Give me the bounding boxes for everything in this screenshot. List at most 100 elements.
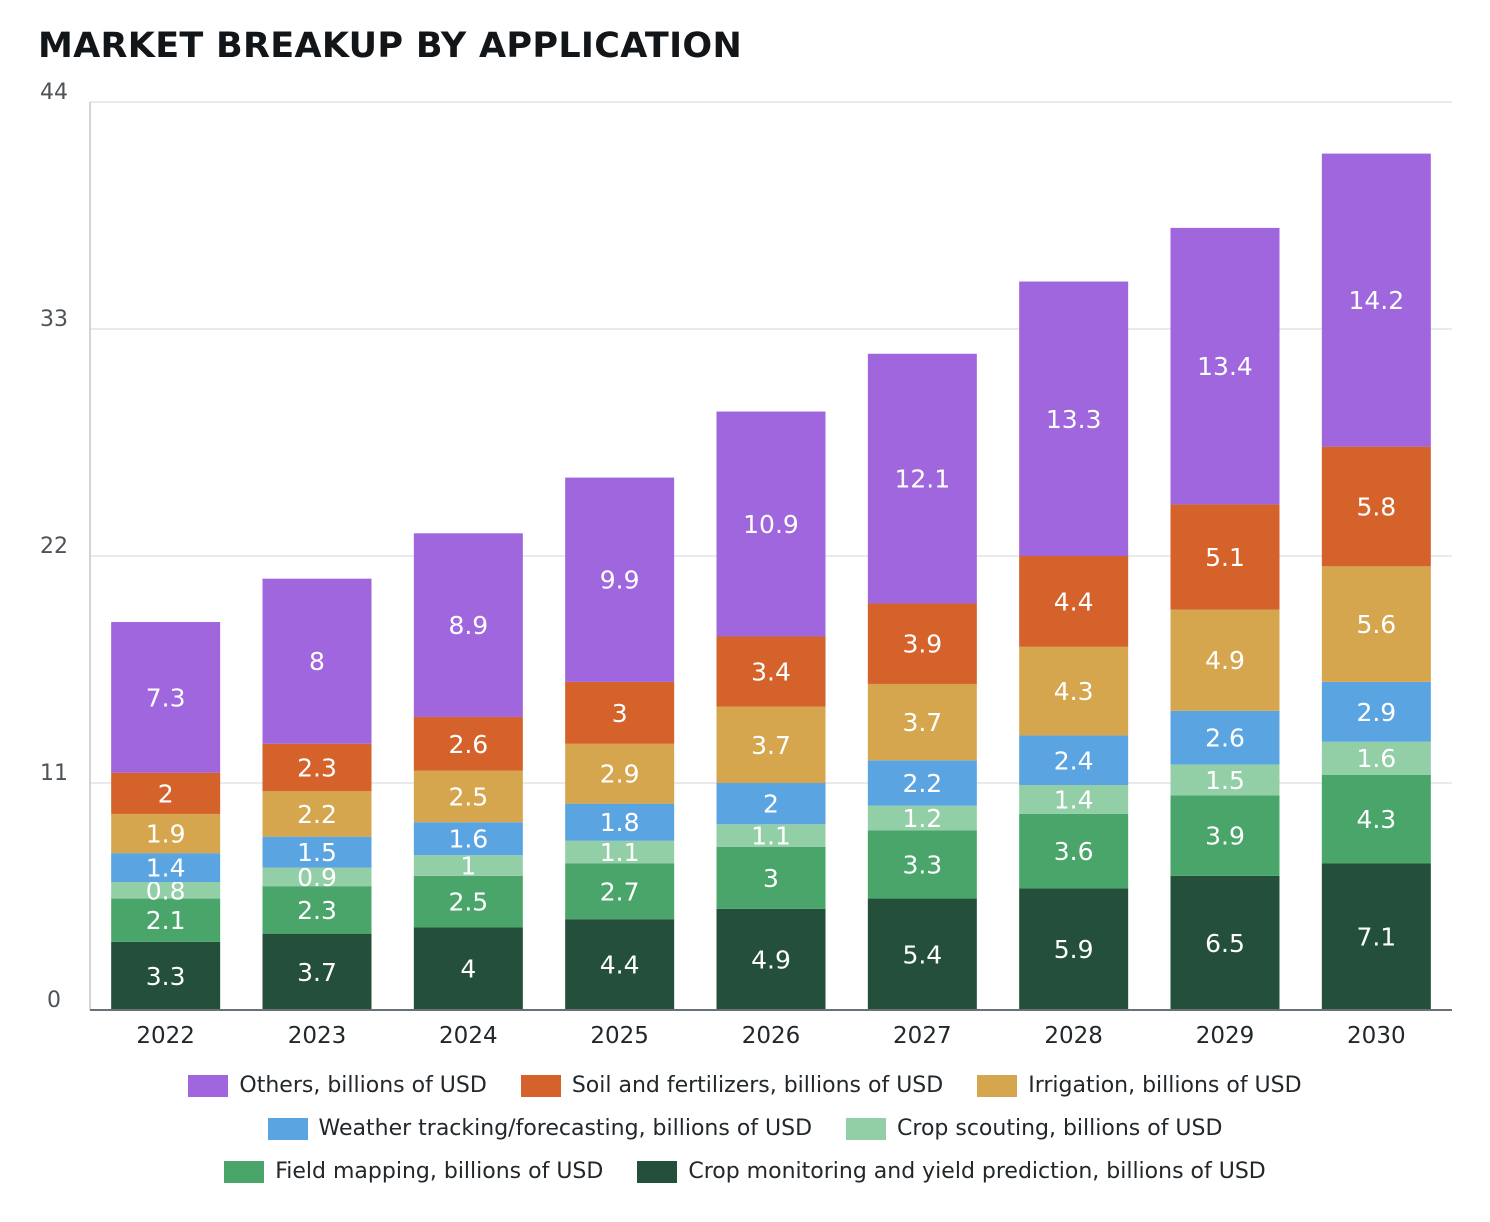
data-label: 3.6 bbox=[1054, 837, 1094, 866]
legend-item: Crop scouting, billions of USD bbox=[846, 1116, 1222, 1141]
data-label: 2.9 bbox=[1356, 698, 1396, 727]
bar-segment bbox=[565, 840, 675, 864]
data-label: 4.3 bbox=[1356, 805, 1396, 834]
legend-label: Soil and fertilizers, billions of USD bbox=[571, 1073, 944, 1098]
data-label: 3.3 bbox=[146, 962, 186, 991]
bar-segment bbox=[716, 783, 826, 825]
legend-swatch bbox=[637, 1160, 678, 1183]
data-label: 1.2 bbox=[902, 804, 942, 833]
data-label: 12.1 bbox=[894, 465, 950, 494]
data-label: 2.1 bbox=[146, 906, 186, 935]
data-label: 2.7 bbox=[600, 877, 640, 906]
bar-segment bbox=[1019, 888, 1129, 1010]
bar-segment bbox=[716, 706, 826, 783]
legend-swatch bbox=[520, 1074, 561, 1097]
data-label: 4.4 bbox=[600, 951, 640, 980]
y-tick-label: 33 bbox=[40, 307, 68, 332]
data-label: 1.5 bbox=[297, 838, 337, 867]
data-label: 3.3 bbox=[902, 851, 942, 880]
data-label: 2.3 bbox=[297, 754, 337, 783]
bar-segment bbox=[413, 875, 523, 928]
data-label: 5.1 bbox=[1205, 543, 1245, 572]
data-label: 2.2 bbox=[902, 769, 942, 798]
data-label: 4 bbox=[460, 955, 476, 984]
bar-segment bbox=[867, 830, 977, 899]
legend-swatch bbox=[267, 1117, 308, 1140]
legend-item: Irrigation, billions of USD bbox=[977, 1073, 1302, 1098]
bar-segment bbox=[1321, 741, 1431, 775]
bar-segment bbox=[565, 803, 675, 841]
x-tick-label: 2022 bbox=[136, 1023, 195, 1049]
bar-segment bbox=[867, 805, 977, 831]
legend-item: Weather tracking/forecasting, billions o… bbox=[267, 1116, 813, 1141]
data-label: 13.4 bbox=[1197, 352, 1253, 381]
bar-segment bbox=[1019, 646, 1129, 736]
data-label: 2.6 bbox=[448, 730, 488, 759]
bar-segment bbox=[111, 853, 221, 883]
data-label: 3.9 bbox=[1205, 822, 1245, 851]
data-label: 2.3 bbox=[297, 896, 337, 925]
bar-segment bbox=[413, 533, 523, 717]
bar-segment bbox=[1019, 556, 1129, 647]
data-label: 6.5 bbox=[1205, 929, 1245, 958]
bar-segment bbox=[262, 791, 372, 837]
x-tick-label: 2030 bbox=[1347, 1023, 1406, 1049]
bar-segment bbox=[413, 855, 523, 876]
data-label: 4.4 bbox=[1054, 587, 1094, 616]
bar-segment bbox=[262, 743, 372, 792]
x-tick-label: 2025 bbox=[590, 1023, 649, 1049]
bar-segment bbox=[867, 683, 977, 761]
bar-segment bbox=[1321, 863, 1431, 1010]
data-label: 1.1 bbox=[751, 822, 791, 851]
legend-label: Weather tracking/forecasting, billions o… bbox=[318, 1116, 813, 1141]
data-label: 3.9 bbox=[902, 630, 942, 659]
bar-segment bbox=[716, 908, 826, 1010]
legend-row: Weather tracking/forecasting, billions o… bbox=[0, 1116, 1490, 1141]
x-tick-label: 2027 bbox=[893, 1023, 952, 1049]
bar-segment bbox=[1170, 609, 1280, 711]
x-tick-label: 2023 bbox=[288, 1023, 347, 1049]
y-tick-label: 22 bbox=[40, 534, 68, 559]
bar-segment bbox=[262, 886, 372, 934]
bar-segment bbox=[1170, 227, 1280, 505]
bar-segment bbox=[1019, 735, 1129, 786]
bar-segment bbox=[565, 743, 675, 804]
data-label: 1.1 bbox=[600, 838, 640, 867]
data-label: 4.9 bbox=[1205, 646, 1245, 675]
data-label: 2.2 bbox=[297, 800, 337, 829]
bar-segment bbox=[1019, 813, 1129, 889]
bar-segment bbox=[1321, 153, 1431, 447]
data-label: 5.6 bbox=[1356, 610, 1396, 639]
data-label: 1.4 bbox=[146, 854, 186, 883]
data-label: 2.5 bbox=[448, 888, 488, 917]
bar-segment bbox=[1019, 281, 1129, 556]
bar-segment bbox=[413, 770, 523, 823]
data-label: 3.7 bbox=[297, 958, 337, 987]
data-label: 3 bbox=[763, 864, 779, 893]
chart-title: MARKET BREAKUP BY APPLICATION bbox=[38, 26, 743, 66]
bar-segment bbox=[111, 941, 221, 1010]
y-tick-label: 44 bbox=[40, 80, 68, 105]
data-label: 10.9 bbox=[743, 510, 799, 539]
legend-row: Others, billions of USD Soil and fertiliz… bbox=[0, 1073, 1490, 1098]
bar-segment bbox=[1321, 446, 1431, 567]
data-label: 0.9 bbox=[297, 863, 337, 892]
legend-label: Crop scouting, billions of USD bbox=[897, 1116, 1223, 1141]
legend-swatch bbox=[846, 1117, 887, 1140]
bar-segment bbox=[565, 477, 675, 682]
data-label: 2 bbox=[763, 790, 779, 819]
data-label: 4.3 bbox=[1054, 677, 1094, 706]
bar-segment bbox=[1170, 764, 1280, 796]
y-tick-label: 11 bbox=[40, 761, 68, 786]
bar-segment bbox=[111, 898, 221, 942]
bar-segment bbox=[1019, 785, 1129, 814]
legend-item: Crop monitoring and yield prediction, bi… bbox=[637, 1159, 1266, 1184]
bar-segment bbox=[413, 716, 523, 771]
data-label: 2 bbox=[158, 779, 174, 808]
data-label: 1.8 bbox=[600, 808, 640, 837]
data-label: 5.4 bbox=[902, 940, 942, 969]
bar-segment bbox=[111, 813, 221, 854]
legend-swatch bbox=[224, 1160, 265, 1183]
bar-segment bbox=[1170, 875, 1280, 1010]
